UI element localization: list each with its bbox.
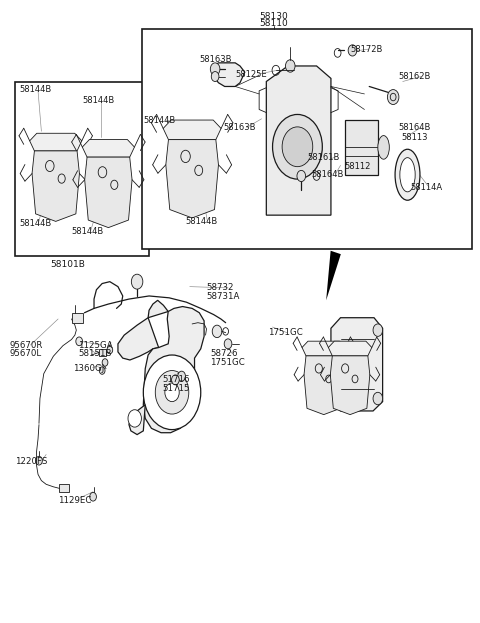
Ellipse shape [378,136,389,159]
Polygon shape [214,63,245,87]
Text: 1129EC: 1129EC [58,496,92,505]
Text: 1360GJ: 1360GJ [73,364,105,373]
Text: 58112: 58112 [344,161,371,171]
Text: 58726: 58726 [210,350,238,358]
Polygon shape [163,120,221,140]
Bar [72,313,83,323]
Circle shape [348,45,357,56]
Polygon shape [326,250,341,300]
Text: 58151B: 58151B [78,350,112,358]
Circle shape [144,355,201,430]
Circle shape [156,371,189,414]
Bar [142,29,472,249]
Polygon shape [32,151,79,221]
Circle shape [171,375,179,385]
Polygon shape [83,140,134,157]
Polygon shape [330,356,370,415]
Circle shape [36,456,42,465]
Text: 58172B: 58172B [350,45,383,54]
Bar [59,484,69,492]
Circle shape [211,72,219,82]
Text: 51715: 51715 [162,384,190,393]
Text: 1220FS: 1220FS [15,457,48,467]
Text: 51716: 51716 [162,376,190,384]
Circle shape [224,339,232,349]
Text: 58114A: 58114A [410,183,443,192]
Text: 58130: 58130 [259,12,288,21]
Polygon shape [328,341,372,356]
Circle shape [373,392,383,405]
Circle shape [210,63,220,75]
Polygon shape [148,300,168,318]
Text: 58101B: 58101B [50,260,85,269]
Bar [99,349,107,356]
Circle shape [273,115,323,179]
Circle shape [107,346,113,354]
Polygon shape [30,133,82,151]
Text: 58162B: 58162B [398,72,430,81]
Ellipse shape [395,150,420,200]
Polygon shape [129,405,145,435]
Text: 58144B: 58144B [185,217,217,226]
Circle shape [102,359,108,366]
Text: 58144B: 58144B [144,115,176,125]
Circle shape [178,371,185,381]
Text: 58144B: 58144B [19,219,51,229]
Circle shape [373,324,383,336]
Circle shape [76,337,83,346]
Text: 95670R: 95670R [9,341,43,350]
Circle shape [99,367,105,374]
Bar [345,120,378,174]
Polygon shape [118,318,158,360]
Text: 58163B: 58163B [223,123,256,132]
Text: 1751GC: 1751GC [210,358,245,367]
Polygon shape [166,140,218,218]
Circle shape [165,383,179,402]
Text: 58731A: 58731A [206,292,240,301]
Polygon shape [304,356,344,415]
Text: 1751GC: 1751GC [268,328,302,337]
Text: 58164B: 58164B [398,123,430,132]
Circle shape [132,274,143,289]
Polygon shape [266,66,331,215]
Polygon shape [144,307,204,433]
Text: 58110: 58110 [259,19,288,28]
Ellipse shape [400,158,415,192]
Bar [15,82,149,255]
Text: 1125GA: 1125GA [78,341,113,350]
Text: 58164B: 58164B [312,170,344,179]
Text: 58125E: 58125E [235,70,267,78]
Text: 58161B: 58161B [307,153,339,162]
Text: 58163B: 58163B [199,55,232,64]
Text: 58113: 58113 [402,133,428,142]
Circle shape [212,325,222,338]
Text: 58144B: 58144B [19,85,51,94]
Circle shape [297,171,306,181]
Circle shape [387,90,399,105]
Text: 58732: 58732 [206,283,234,292]
Text: 58144B: 58144B [72,227,104,237]
Circle shape [282,127,313,167]
Polygon shape [84,157,132,227]
Polygon shape [331,318,383,411]
Text: 58144B: 58144B [82,96,114,105]
Circle shape [90,492,96,501]
Circle shape [128,410,142,427]
Circle shape [286,60,295,72]
Text: 95670L: 95670L [9,350,41,358]
Polygon shape [302,341,346,356]
